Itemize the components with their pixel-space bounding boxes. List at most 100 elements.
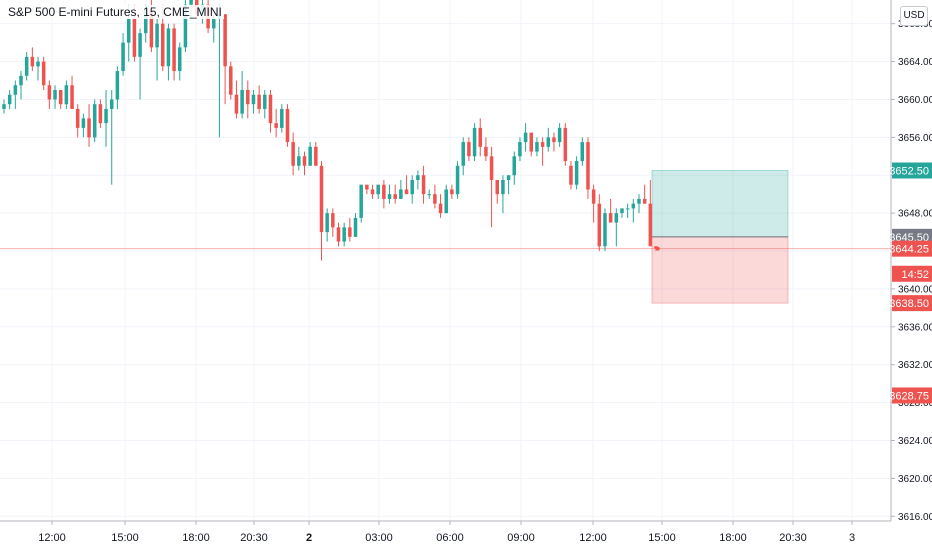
- candle-body: [637, 198, 641, 204]
- candle-body: [399, 189, 403, 199]
- candle-body: [92, 104, 97, 138]
- price-label: 14:52: [892, 265, 932, 282]
- y-tick-label: 3640.00: [898, 284, 932, 295]
- price-label-text: 3652.50: [889, 166, 929, 178]
- x-tick-label: 12:00: [579, 532, 607, 544]
- candle-body: [495, 179, 500, 195]
- candle-body: [268, 94, 273, 124]
- candle-body: [229, 66, 233, 95]
- candle-body: [404, 189, 409, 195]
- candle-body: [240, 89, 244, 114]
- y-tick-label: 3664.00: [898, 57, 932, 68]
- candle-body: [331, 213, 335, 228]
- price-label-bg: [892, 387, 932, 404]
- candle-body: [518, 142, 522, 157]
- profit-zone: [651, 170, 789, 238]
- candle-body: [81, 118, 86, 128]
- candle-body: [126, 18, 131, 43]
- candle-body: [109, 99, 114, 109]
- loss-zone: [651, 236, 789, 304]
- candle-body: [467, 142, 471, 157]
- y-tick-label: 3648.00: [898, 209, 932, 220]
- candle-body: [132, 18, 137, 57]
- candle-body: [416, 175, 420, 180]
- y-tick-label: 3656.00: [898, 133, 932, 144]
- candle-body: [280, 108, 284, 128]
- candle-body: [614, 213, 619, 223]
- candle-body: [24, 56, 29, 76]
- price-label-bg: [892, 162, 932, 179]
- candle-body: [246, 89, 250, 105]
- candle-body: [319, 165, 324, 233]
- candle-body: [19, 75, 23, 86]
- candle-body: [620, 208, 624, 214]
- price-label-text: 14:52: [901, 269, 929, 281]
- candle-body: [472, 127, 477, 157]
- x-tick-label: 18:00: [719, 532, 747, 544]
- candle-body: [444, 189, 448, 214]
- candle-body: [586, 142, 590, 190]
- candle-body: [212, 18, 216, 29]
- x-tick-label: 03:00: [365, 532, 393, 544]
- candle-body: [427, 194, 431, 196]
- price-label-text: 3644.25: [889, 244, 929, 256]
- candle-body: [608, 213, 613, 223]
- y-tick-label: 3628.00: [898, 398, 932, 409]
- candle-body: [393, 194, 397, 199]
- candle-body: [189, 0, 193, 5]
- candle-body: [234, 94, 239, 114]
- candle-body: [308, 146, 312, 166]
- candle-body: [257, 94, 261, 109]
- candle-body: [166, 28, 171, 67]
- candle-body: [569, 165, 573, 185]
- candle-body: [580, 142, 585, 162]
- candle-body: [314, 146, 318, 166]
- candle-body: [177, 47, 182, 72]
- candle-body: [461, 142, 465, 166]
- price-label-text: 3628.75: [889, 390, 929, 402]
- candle-body: [223, 14, 227, 67]
- candle-body: [654, 246, 658, 249]
- price-label: 3652.50: [889, 162, 932, 179]
- candle-body: [291, 142, 295, 166]
- candle-body: [421, 175, 426, 195]
- candle-body: [540, 142, 545, 147]
- candle-body: [642, 198, 647, 204]
- candle-body: [370, 189, 375, 195]
- candle-body: [484, 146, 488, 157]
- price-label-bg: [892, 265, 932, 282]
- candle-body: [450, 189, 454, 195]
- y-tick-label: 3616.00: [898, 512, 932, 523]
- candle-body: [70, 85, 74, 109]
- x-tick-label: 15:00: [111, 532, 139, 544]
- candle-body: [574, 161, 579, 185]
- candle-body: [376, 184, 380, 195]
- currency-button[interactable]: USD: [900, 6, 928, 26]
- price-label: 3638.50: [889, 295, 932, 312]
- candle-body: [546, 137, 551, 147]
- candle-body: [501, 179, 505, 195]
- candle-body: [478, 127, 483, 147]
- x-tick-label: 15:00: [648, 532, 676, 544]
- candle-body: [325, 213, 329, 233]
- candle-body: [53, 89, 57, 100]
- candle-body: [342, 227, 346, 242]
- candle-body: [336, 227, 341, 242]
- candle-body: [597, 203, 602, 247]
- candle-body: [149, 9, 154, 48]
- x-tick-label: 06:00: [436, 532, 464, 544]
- candle-body: [438, 203, 443, 214]
- candle-body: [30, 56, 35, 67]
- candle-body: [625, 208, 630, 210]
- symbol-title[interactable]: S&P 500 E-mini Futures, 15, CME_MINI: [6, 5, 224, 19]
- candle-body: [591, 189, 596, 204]
- candle-body: [13, 85, 18, 95]
- candle-body: [75, 108, 80, 128]
- candle-body: [353, 217, 358, 237]
- x-tick-label: 18:00: [182, 532, 210, 544]
- price-label-bg: [892, 240, 932, 257]
- candle-body: [41, 61, 46, 86]
- y-tick-label: 3624.00: [898, 436, 932, 447]
